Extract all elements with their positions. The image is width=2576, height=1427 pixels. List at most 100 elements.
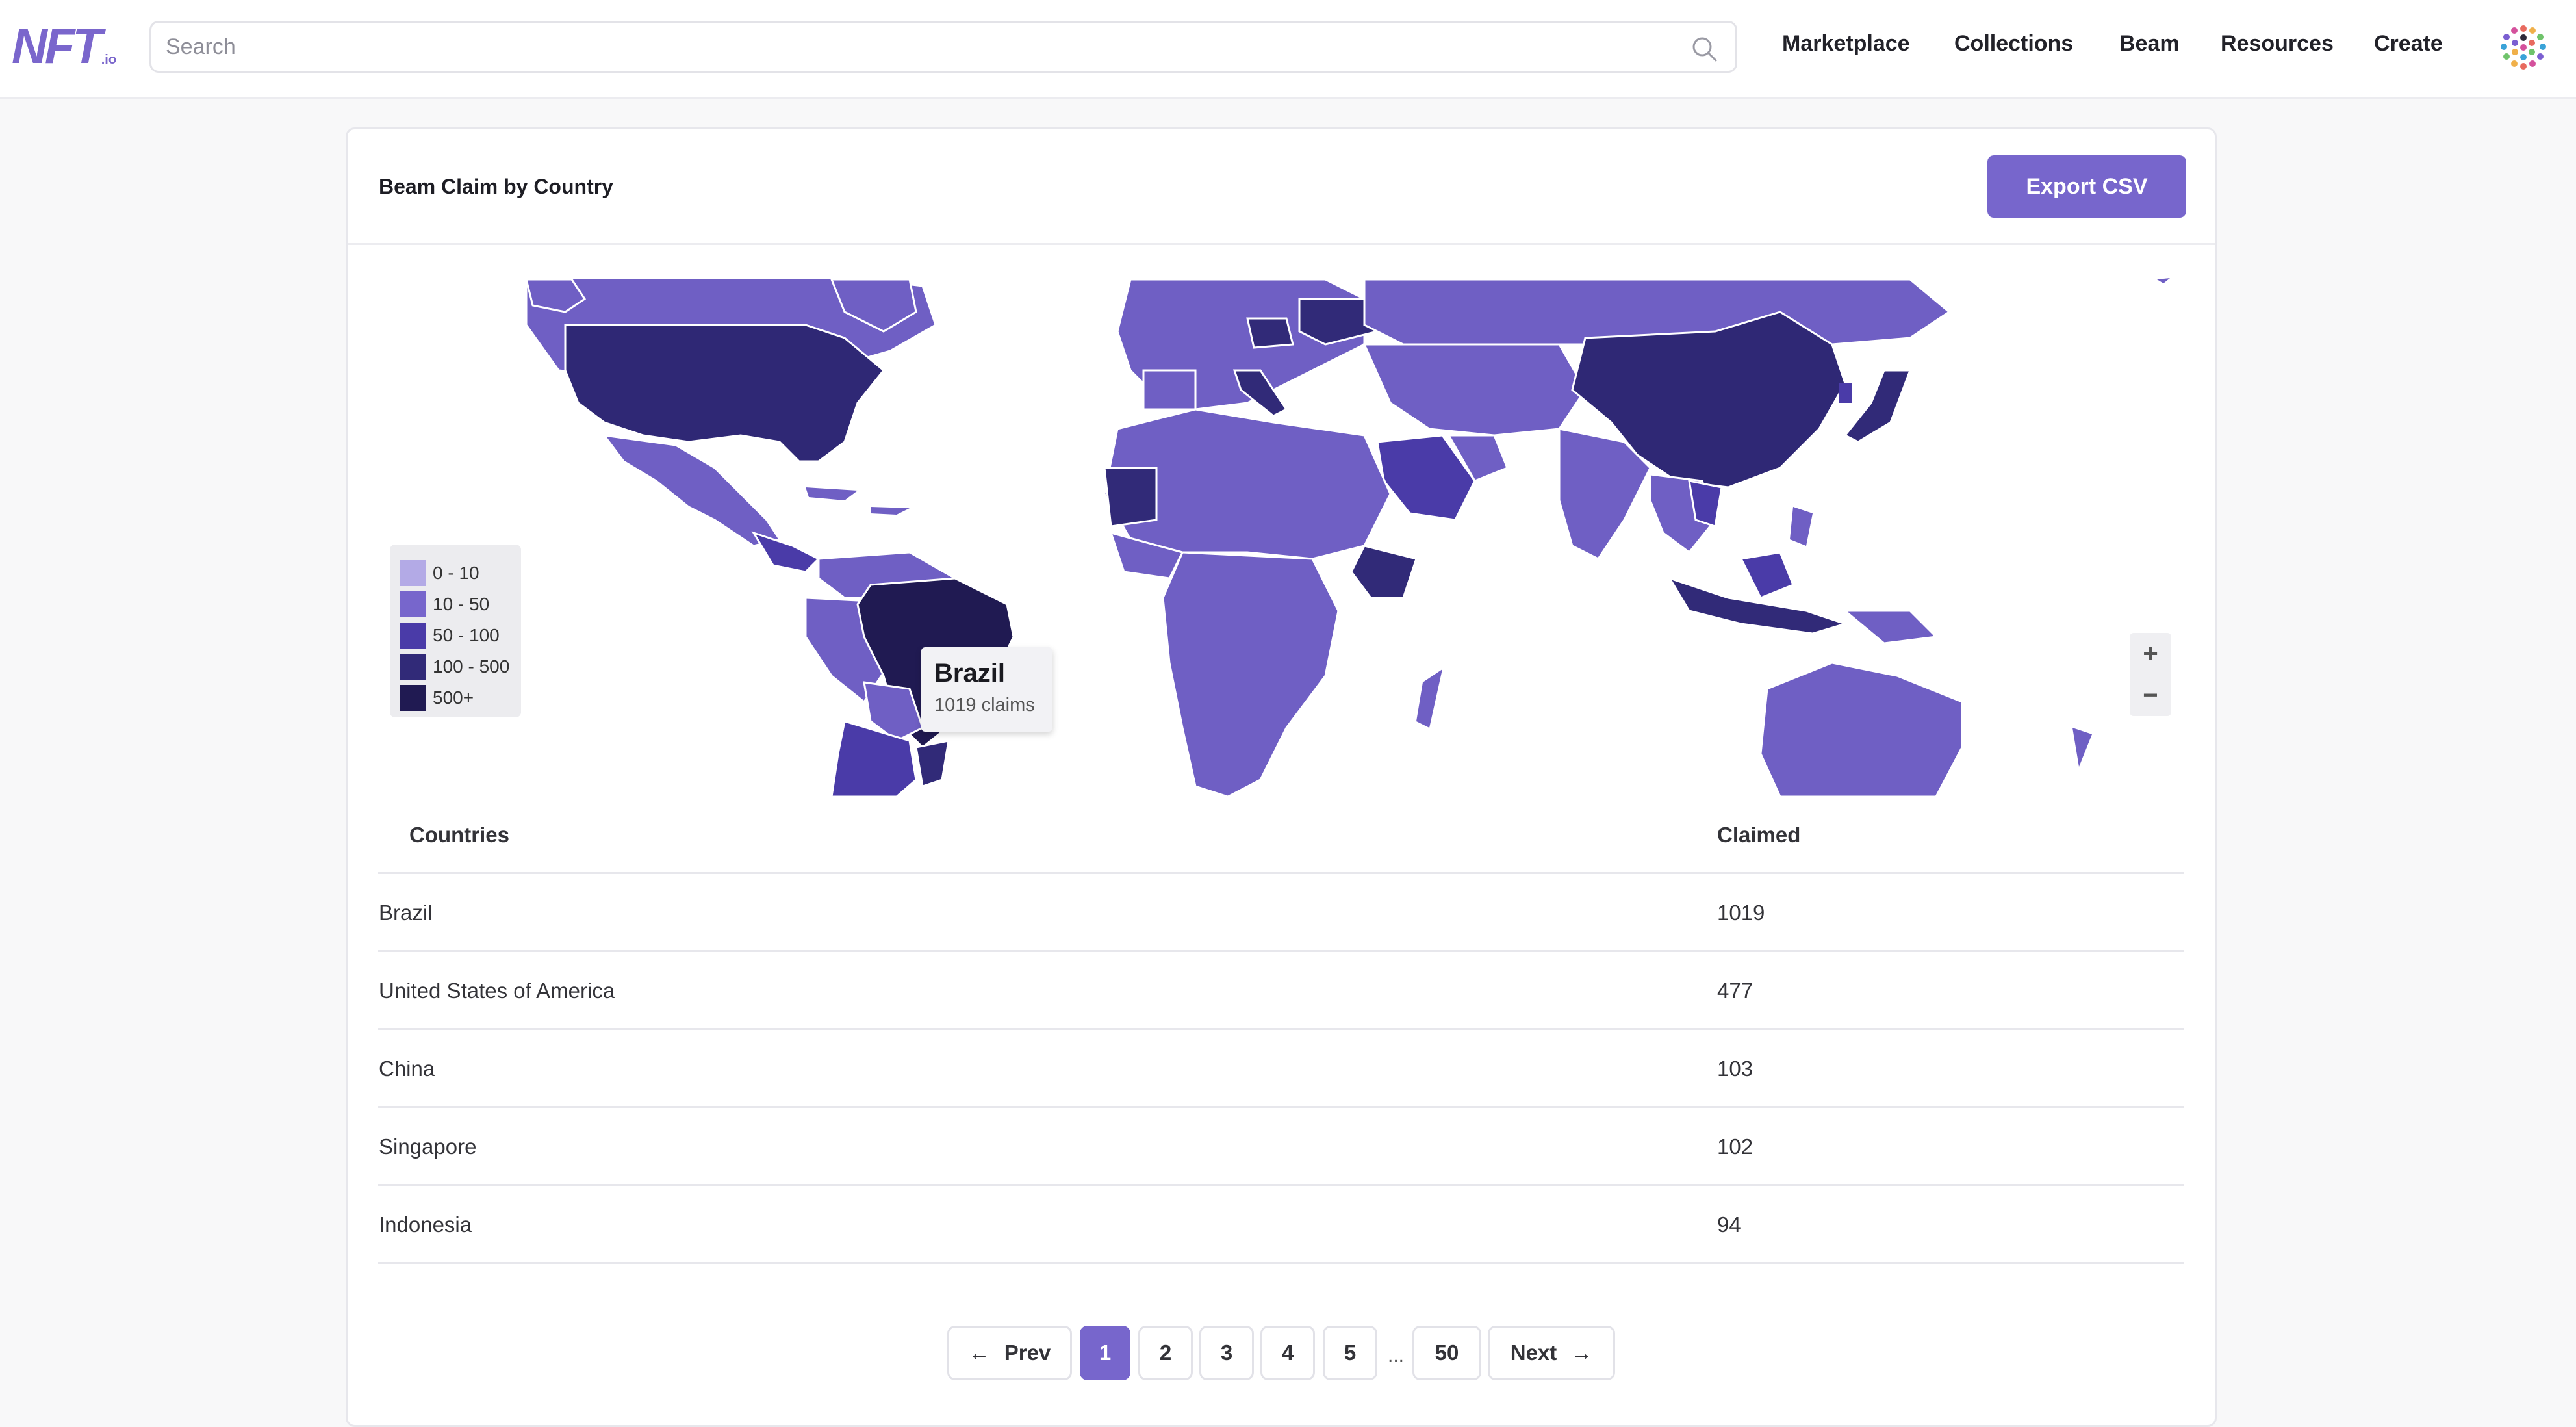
map-region-north-africa (1103, 408, 1392, 560)
map-region-caribbean-2 (871, 507, 910, 515)
map-region-indonesia (1667, 576, 1848, 635)
legend-item: 100 - 500 (400, 651, 521, 682)
legend-label: 100 - 500 (433, 656, 510, 676)
row-country: Singapore (379, 1135, 477, 1159)
row-divider (378, 1028, 2184, 1030)
search-input[interactable] (166, 32, 1660, 62)
map-region-usa (564, 324, 886, 463)
map-region-west-africa (1109, 531, 1184, 580)
page-button-2[interactable]: 2 (1138, 1326, 1193, 1380)
map-region-central-asia (1362, 343, 1587, 437)
next-page-button[interactable]: Next → (1488, 1326, 1615, 1380)
top-navigation-bar: NFT .io Marketplace Collections Beam Res… (0, 0, 2576, 99)
row-divider (378, 1262, 2184, 1264)
map-region-pacific-dot (2157, 278, 2170, 283)
row-claimed: 1019 (1717, 901, 1765, 925)
page-button-1[interactable]: 1 (1080, 1326, 1130, 1380)
card-header: Beam Claim by Country Export CSV (348, 129, 2215, 245)
map-region-australia (1759, 662, 1963, 797)
legend-item: 500+ (400, 682, 521, 714)
page-button-4[interactable]: 4 (1260, 1326, 1315, 1380)
arrow-left-icon: ← (968, 1341, 990, 1365)
map-region-japan (1843, 369, 1912, 443)
map-region-alaska (525, 278, 587, 313)
table-header-divider (378, 872, 2184, 874)
row-claimed: 477 (1717, 979, 1753, 1003)
map-region-caribbean (806, 487, 858, 500)
user-avatar[interactable] (2497, 22, 2549, 74)
zoom-in-button[interactable]: + (2143, 639, 2158, 668)
search-icon[interactable] (1690, 34, 1718, 63)
legend-swatch (400, 623, 426, 649)
map-region-argentina (830, 720, 917, 797)
map-region-vietnam (1688, 480, 1723, 528)
logo-suffix: .io (101, 53, 117, 67)
prev-page-button[interactable]: ← Prev (947, 1326, 1072, 1380)
nav-resources[interactable]: Resources (2221, 31, 2334, 56)
map-region-philippines (1790, 507, 1813, 546)
legend-item: 0 - 10 (400, 558, 521, 589)
prev-label: Prev (1004, 1341, 1051, 1365)
map-region-india (1558, 428, 1651, 560)
row-claimed: 94 (1717, 1213, 1741, 1237)
legend-swatch (400, 685, 426, 711)
nft-logo[interactable]: NFT .io (12, 19, 123, 74)
nav-create[interactable]: Create (2374, 31, 2443, 56)
map-region-ukraine (1298, 298, 1379, 346)
page-button-50[interactable]: 50 (1412, 1326, 1481, 1380)
map-legend: 0 - 10 10 - 50 50 - 100 100 - 500 500+ (390, 545, 521, 717)
map-region-central-africa (1162, 551, 1340, 797)
map-region-mauritania (1103, 467, 1158, 528)
pagination-ellipsis: ... (1388, 1345, 1405, 1367)
map-region-gulf (1447, 434, 1509, 482)
legend-swatch (400, 560, 426, 586)
map-region-china (1571, 311, 1846, 489)
map-zoom-controls: + − (2130, 633, 2171, 716)
tooltip-title: Brazil (934, 659, 1005, 688)
map-region-bolivia-paraguay (863, 681, 924, 742)
card-title: Beam Claim by Country (379, 175, 613, 198)
row-claimed: 103 (1717, 1057, 1753, 1081)
legend-label: 0 - 10 (433, 563, 479, 583)
legend-swatch (400, 654, 426, 680)
map-tooltip: Brazil 1019 claims (921, 647, 1052, 732)
row-country: United States of America (379, 979, 615, 1003)
row-divider (378, 1106, 2184, 1108)
map-region-ethiopia (1350, 545, 1418, 599)
map-region-poland (1246, 317, 1294, 349)
map-region-central-america (751, 531, 821, 573)
page-button-5[interactable]: 5 (1323, 1326, 1377, 1380)
export-csv-button[interactable]: Export CSV (1987, 155, 2186, 218)
nav-collections[interactable]: Collections (1954, 31, 2074, 56)
legend-label: 10 - 50 (433, 594, 490, 614)
map-region-papua (1842, 610, 1939, 645)
logo-text: NFT (12, 19, 103, 74)
zoom-out-button[interactable]: − (2143, 681, 2158, 710)
row-country: Brazil (379, 901, 433, 925)
map-region-uruguay (915, 739, 950, 788)
column-header-countries[interactable]: Countries (409, 823, 510, 847)
legend-swatch (400, 591, 426, 617)
map-region-italy (1232, 369, 1288, 417)
legend-item: 10 - 50 (400, 589, 521, 620)
row-claimed: 102 (1717, 1135, 1753, 1159)
map-region-madagascar (1416, 669, 1442, 728)
row-country: China (379, 1057, 435, 1081)
row-divider (378, 1184, 2184, 1186)
arrow-right-icon: → (1571, 1341, 1593, 1365)
page-button-3[interactable]: 3 (1199, 1326, 1254, 1380)
map-region-borneo (1739, 551, 1794, 599)
legend-label: 500+ (433, 688, 474, 708)
row-divider (378, 950, 2184, 952)
nav-marketplace[interactable]: Marketplace (1782, 31, 1910, 56)
search-bar[interactable] (149, 21, 1737, 73)
map-region-korea (1839, 383, 1852, 403)
legend-label: 50 - 100 (433, 625, 500, 645)
map-region-mexico (602, 434, 782, 547)
column-header-claimed[interactable]: Claimed (1717, 823, 1801, 847)
world-choropleth-map[interactable] (351, 273, 2202, 797)
legend-item: 50 - 100 (400, 620, 521, 651)
map-region-iberia (1142, 369, 1197, 411)
next-label: Next (1510, 1341, 1557, 1365)
nav-beam[interactable]: Beam (2119, 31, 2180, 56)
